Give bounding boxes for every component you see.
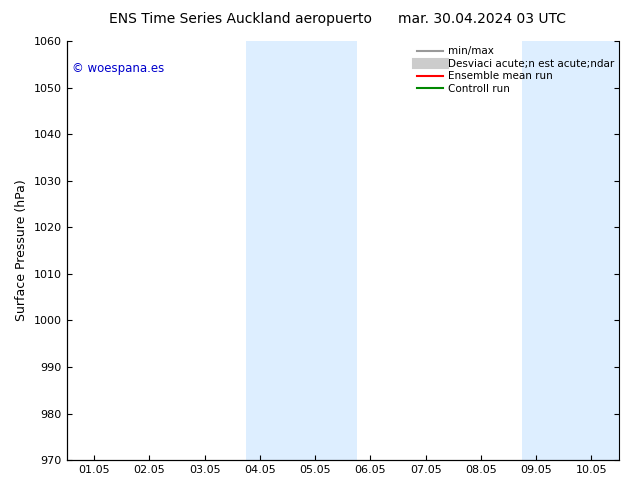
Bar: [246, 41, 356, 460]
Bar: [522, 41, 619, 460]
Y-axis label: Surface Pressure (hPa): Surface Pressure (hPa): [15, 180, 28, 321]
Text: mar. 30.04.2024 03 UTC: mar. 30.04.2024 03 UTC: [398, 12, 566, 26]
Text: ENS Time Series Auckland aeropuerto: ENS Time Series Auckland aeropuerto: [110, 12, 372, 26]
Legend: min/max, Desviaci acute;n est acute;ndar, Ensemble mean run, Controll run: min/max, Desviaci acute;n est acute;ndar…: [415, 44, 616, 96]
Text: © woespana.es: © woespana.es: [72, 62, 164, 75]
